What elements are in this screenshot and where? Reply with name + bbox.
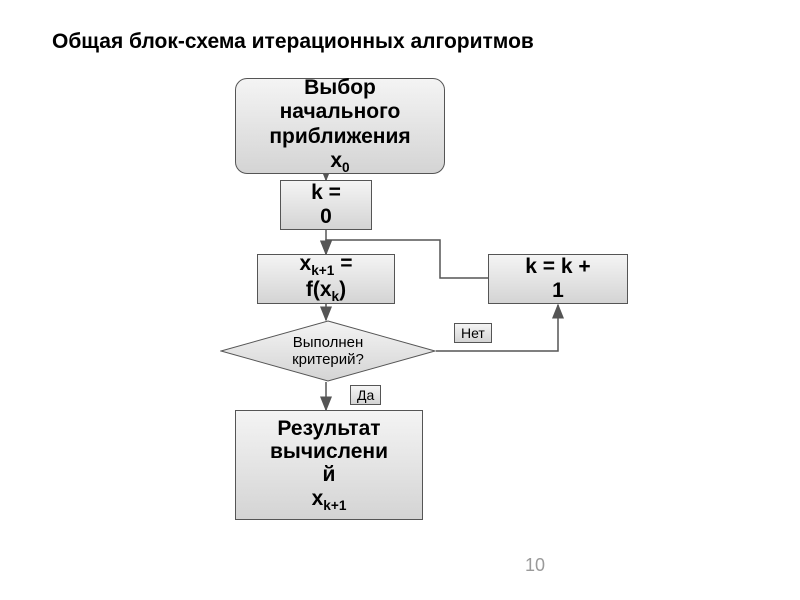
node-increment: k = k + 1 bbox=[488, 254, 628, 304]
node-start: Выбор начального приближения x0 bbox=[235, 78, 445, 174]
page-title: Общая блок-схема итерационных алгоритмов bbox=[52, 30, 534, 54]
node-increment-line2: 1 bbox=[552, 279, 564, 303]
node-init: k = 0 bbox=[280, 180, 372, 230]
edge-label-no: Нет bbox=[454, 323, 492, 343]
node-init-line1: k = bbox=[311, 181, 341, 205]
node-start-line2: начального bbox=[280, 100, 401, 124]
edge-label-yes: Да bbox=[350, 385, 381, 405]
node-result: Результатвычисленийxk+1 bbox=[235, 410, 423, 520]
node-decision: Выполнен критерий? bbox=[220, 320, 436, 382]
node-iteration: xk+1 =f(xk) bbox=[257, 254, 395, 304]
node-start-line1: Выбор bbox=[304, 76, 376, 100]
node-init-line2: 0 bbox=[320, 205, 332, 229]
page-number: 10 bbox=[525, 555, 545, 576]
node-start-line3: приближения bbox=[269, 125, 410, 149]
node-iteration-formula: xk+1 =f(xk) bbox=[300, 253, 353, 304]
node-increment-line1: k = k + bbox=[525, 255, 590, 279]
node-result-text: Результатвычисленийxk+1 bbox=[270, 417, 388, 512]
node-start-line4: x0 bbox=[330, 149, 349, 176]
